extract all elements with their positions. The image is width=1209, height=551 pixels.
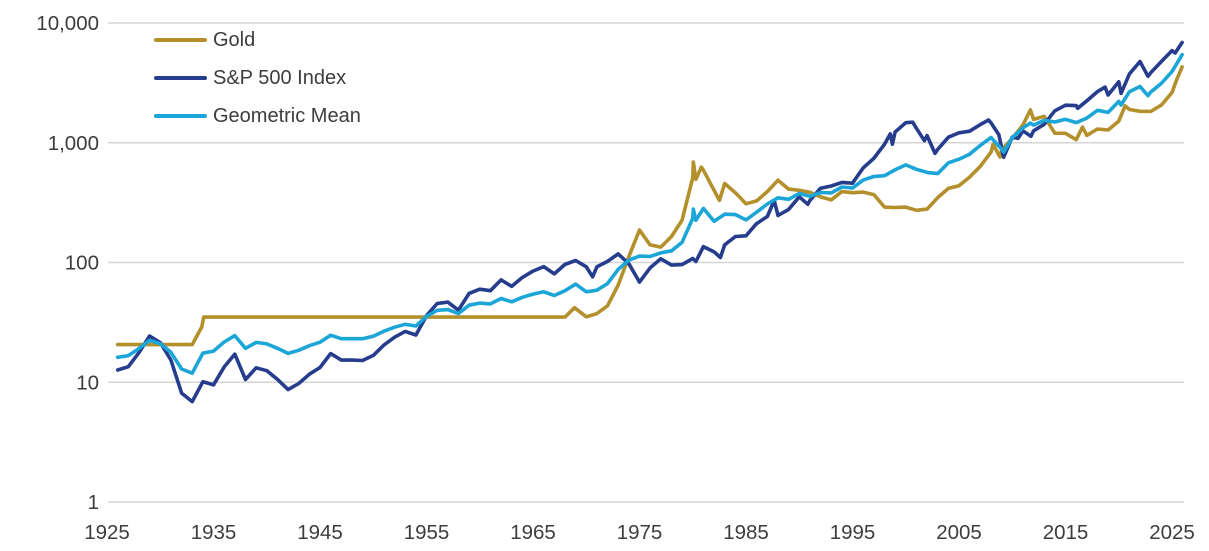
legend-label-geometric-mean: Geometric Mean bbox=[213, 105, 361, 127]
series-line-s-p-500-index bbox=[115, 40, 1184, 404]
gold-line-swatch-icon bbox=[154, 38, 207, 42]
y-axis-tick-label: 10 bbox=[76, 371, 99, 394]
x-axis-tick-label: 2005 bbox=[936, 521, 982, 544]
legend-label-sp500: S&P 500 Index bbox=[213, 67, 347, 89]
x-axis-tick-label: 2025 bbox=[1149, 521, 1195, 544]
x-axis-tick-label: 1965 bbox=[510, 521, 556, 544]
legend-item-sp500: S&P 500 Index bbox=[154, 66, 361, 90]
x-axis-tick-label: 1995 bbox=[830, 521, 876, 544]
y-axis-tick-label: 1 bbox=[88, 491, 99, 514]
x-axis-tick-label: 1985 bbox=[723, 521, 769, 544]
x-axis-tick-label: 1955 bbox=[404, 521, 450, 544]
y-axis-tick-label: 100 bbox=[65, 252, 99, 275]
legend-item-gold: Gold bbox=[154, 28, 361, 52]
legend-item-geometric-mean: Geometric Mean bbox=[154, 104, 361, 128]
legend-label-gold: Gold bbox=[213, 29, 256, 51]
x-axis-tick-label: 1975 bbox=[617, 521, 663, 544]
x-axis-tick-label: 1945 bbox=[297, 521, 343, 544]
x-axis-tick-label: 1925 bbox=[84, 521, 130, 544]
series-line-geometric-mean bbox=[115, 52, 1184, 376]
geometric-mean-line-swatch-icon bbox=[154, 114, 207, 118]
series-line-gold bbox=[115, 65, 1184, 347]
y-axis-tick-label: 1,000 bbox=[48, 132, 99, 155]
chart-legend: Gold S&P 500 Index Geometric Mean bbox=[154, 28, 361, 128]
x-axis-tick-label: 1935 bbox=[191, 521, 237, 544]
sp500-line-swatch-icon bbox=[154, 76, 207, 80]
y-axis-tick-label: 10,000 bbox=[36, 12, 99, 35]
x-axis-tick-label: 2015 bbox=[1043, 521, 1089, 544]
